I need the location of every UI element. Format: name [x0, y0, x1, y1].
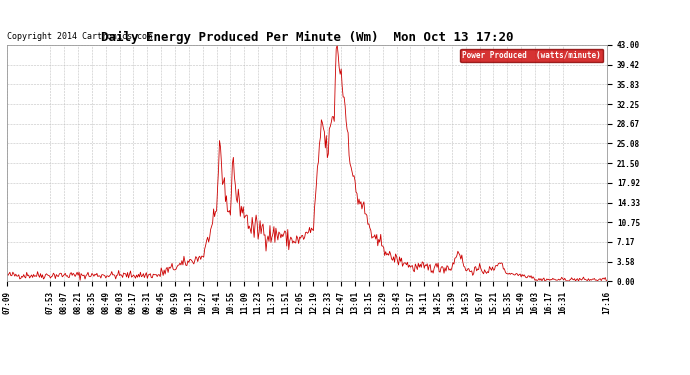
Text: Copyright 2014 Cartronics.com: Copyright 2014 Cartronics.com: [7, 33, 152, 42]
Legend: Power Produced  (watts/minute): Power Produced (watts/minute): [460, 49, 603, 62]
Title: Daily Energy Produced Per Minute (Wm)  Mon Oct 13 17:20: Daily Energy Produced Per Minute (Wm) Mo…: [101, 31, 513, 44]
